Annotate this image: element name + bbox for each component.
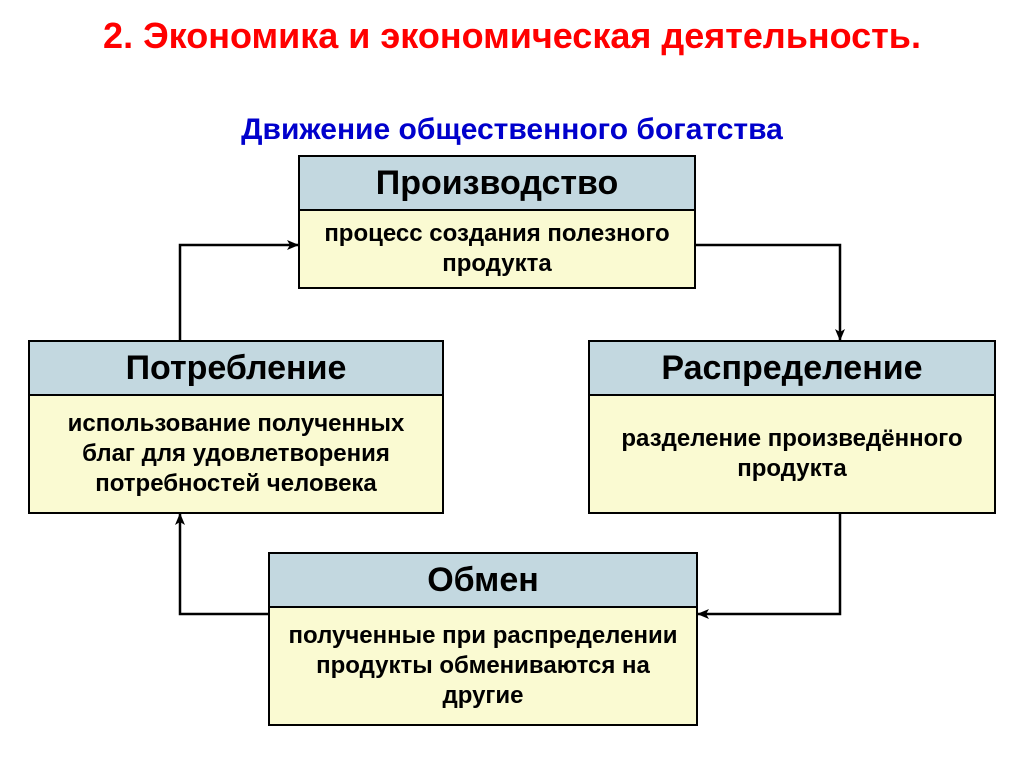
node-exchange: Обмен полученные при распределении проду…	[268, 552, 698, 726]
node-consumption-header: Потребление	[28, 340, 444, 396]
node-consumption-body: использование полученных благ для удовле…	[28, 396, 444, 514]
arrow-cons-to-prod	[180, 245, 298, 340]
node-exchange-body: полученные при распределении продукты об…	[268, 608, 698, 726]
node-exchange-header: Обмен	[268, 552, 698, 608]
node-production: Производство процесс создания полезного …	[298, 155, 696, 289]
node-production-body: процесс создания полезного продукта	[298, 211, 696, 289]
node-distribution: Распределение разделение произведённого …	[588, 340, 996, 514]
arrow-exch-to-cons	[180, 514, 268, 614]
main-title: 2. Экономика и экономическая деятельност…	[0, 14, 1024, 57]
arrow-dist-to-exch	[698, 514, 840, 614]
node-production-header: Производство	[298, 155, 696, 211]
node-consumption: Потребление использование полученных бла…	[28, 340, 444, 514]
arrow-prod-to-dist	[696, 245, 840, 340]
node-distribution-body: разделение произведённого продукта	[588, 396, 996, 514]
node-distribution-header: Распределение	[588, 340, 996, 396]
subtitle: Движение общественного богатства	[0, 112, 1024, 148]
